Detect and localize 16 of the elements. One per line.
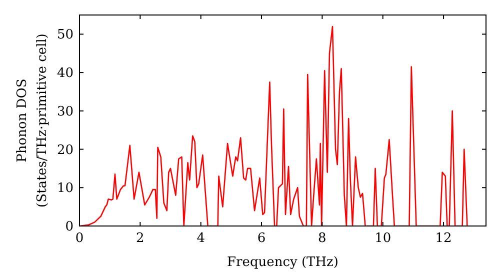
x-tick-label: 4 <box>196 231 205 246</box>
y-tick-label: 50 <box>56 28 74 43</box>
x-tick-label: 10 <box>374 231 392 246</box>
y-tick-label: 0 <box>65 220 74 234</box>
x-tick-label: 2 <box>136 231 144 246</box>
y-tick-label: 30 <box>56 104 74 120</box>
x-tick-label: 0 <box>75 231 84 246</box>
line-series <box>80 26 468 226</box>
x-tick-label: 6 <box>257 231 266 246</box>
x-tick-label: 8 <box>318 231 326 246</box>
y-tick-label: 20 <box>56 142 74 158</box>
y-tick-label: 40 <box>56 66 74 82</box>
y-tick-label: 10 <box>56 181 74 196</box>
x-axis-title: Frequency (THz) <box>227 255 338 270</box>
y-axis-title: Phonon DOS (States/THz·primitive cell) <box>15 33 50 208</box>
x-tick-label: 12 <box>435 231 452 246</box>
